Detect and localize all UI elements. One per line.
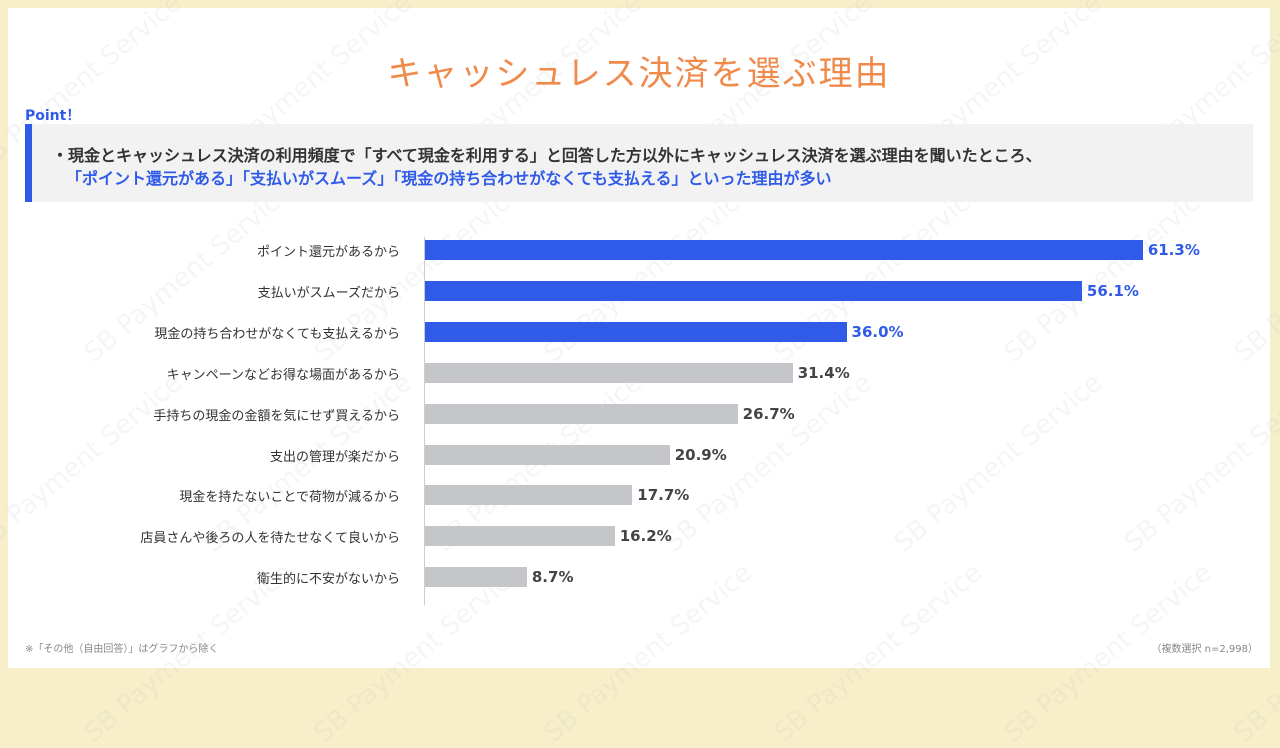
value-label: 8.7% (531, 568, 574, 587)
value-label: 36.0% (851, 322, 904, 341)
watermark: SB Payment Service (538, 557, 758, 748)
value-label: 56.1% (1086, 281, 1139, 300)
bar (425, 567, 527, 588)
footnote: ※「その他（自由回答）」はグラフから除く (25, 644, 219, 655)
value-label: 17.7% (637, 486, 690, 505)
bar (425, 240, 1143, 260)
watermark: SB Payment Service (998, 177, 1218, 369)
category-label: 店員さんや後ろの人を待たせなくて良いから (140, 531, 400, 547)
bar (425, 485, 633, 506)
value-label: 61.3% (1147, 241, 1200, 259)
bar (425, 526, 615, 547)
bar (425, 362, 793, 383)
watermark: SB Payment Service (1228, 178, 1280, 369)
sample-size: （複数選択 n=2,998） (1151, 644, 1258, 655)
category-label: 衛生的に不安がないから (256, 572, 400, 588)
category-label: ポイント還元があるから (256, 245, 400, 260)
bar (425, 444, 670, 465)
value-label: 26.7% (742, 404, 795, 423)
point-text: ・現金とキャッシュレス決済の利用頻度で「すべて現金を利用する」と回答した方以外に… (52, 146, 1042, 165)
watermark: SB Payment Service (1118, 367, 1280, 559)
value-label: 16.2% (619, 527, 672, 546)
category-label: 手持ちの現金の金額を気にせず買えるから (153, 408, 400, 424)
category-label: 現金の持ち合わせがなくても支払えるから (154, 326, 400, 342)
category-label: 支払いがスムーズだから (257, 285, 400, 301)
bar (425, 321, 847, 342)
page-title: キャッシュレス決済を選ぶ理由 (387, 54, 891, 94)
category-label: 現金を持たないことで荷物が減るから (179, 490, 400, 506)
watermark: SB Payment Service (888, 367, 1108, 559)
bar (425, 280, 1082, 301)
point-box: ・現金とキャッシュレス決済の利用頻度で「すべて現金を利用する」と回答した方以外に… (25, 124, 1253, 202)
bar (425, 403, 738, 424)
point-label: Point！ (25, 108, 81, 124)
value-label: 31.4% (797, 363, 850, 382)
chart-axis (424, 237, 425, 605)
watermark: SB Payment Service (768, 557, 988, 748)
category-label: 支出の管理が楽だから (269, 449, 400, 465)
category-label: キャンペーンなどお得な場面があるから (166, 367, 400, 383)
point-highlight: 「ポイント還元がある」「支払いがスムーズ」「現金の持ち合わせがなくても支払える」… (66, 169, 832, 188)
value-label: 20.9% (674, 445, 727, 464)
